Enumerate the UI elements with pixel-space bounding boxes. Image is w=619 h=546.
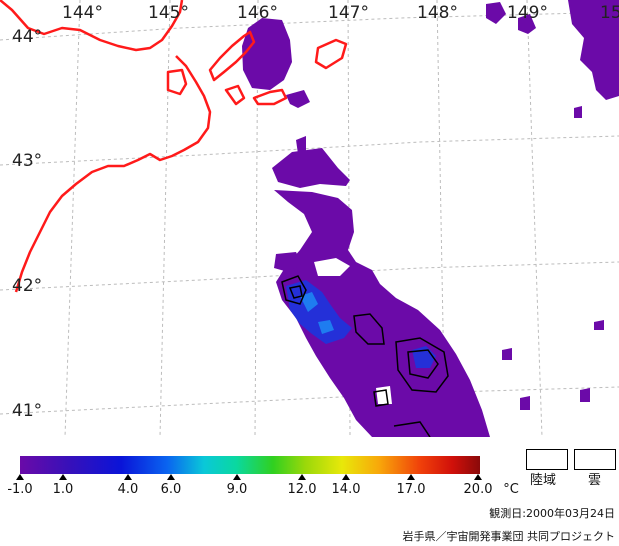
colorbar-tick-label: 6.0 — [160, 482, 182, 497]
sst-patch — [286, 90, 310, 108]
longitude-label: 146° — [237, 3, 278, 23]
colorbar-tick-label: -1.0 — [7, 482, 33, 497]
longitude-label: 144° — [62, 3, 103, 23]
sst-patch — [296, 136, 306, 154]
colorbar-gradient — [20, 456, 480, 474]
warm-patch — [300, 292, 318, 312]
colorbar-tick-label: 4.0 — [117, 482, 139, 497]
cloud-gap — [314, 258, 350, 276]
meridian-line — [526, 0, 543, 437]
cloud-legend-swatch — [574, 449, 616, 470]
isotherm — [373, 389, 389, 407]
sst-map: 144° 145° 146° 147° 148° 149° 15 44° 43°… — [0, 0, 619, 437]
meridian-line — [159, 0, 171, 437]
warm-patch — [318, 320, 334, 334]
isotherm — [395, 337, 449, 393]
colorbar-tick-label: 20.0 — [463, 482, 493, 497]
isotherm — [353, 313, 385, 345]
coastline-island — [224, 84, 246, 106]
isotherm-contours — [281, 275, 449, 437]
sst-patch — [520, 396, 530, 410]
colorbar-unit: °C — [503, 482, 519, 497]
land-legend-label: 陸域 — [530, 473, 557, 488]
colorbar-tick-label: 1.0 — [52, 482, 74, 497]
longitude-label: 147° — [328, 3, 369, 23]
credit-text: 岩手県／宇宙開発事業団 共同プロジェクト — [402, 530, 616, 543]
meridian-line — [64, 0, 81, 437]
latitude-label: 43° — [12, 151, 43, 171]
longitude-label: 148° — [417, 3, 458, 23]
coastline-hokkaido-north — [0, 0, 184, 52]
land-legend-swatch — [526, 449, 568, 470]
colorbar-tick-label: 14.0 — [331, 482, 361, 497]
cloud-legend-label: 雲 — [588, 473, 602, 488]
sst-patch — [568, 0, 619, 100]
meridian-line — [436, 0, 446, 437]
latitude-label: 41° — [12, 401, 43, 421]
isotherm — [281, 275, 307, 305]
colorbar-tick-label: 17.0 — [396, 482, 426, 497]
temperature-colorbar — [20, 456, 480, 474]
sst-patch — [502, 348, 512, 360]
sst-patch — [272, 148, 350, 188]
colorbar-tick-label: 12.0 — [287, 482, 317, 497]
coastline-island — [252, 88, 288, 106]
sst-patch — [274, 252, 302, 272]
sst-patch — [274, 190, 490, 437]
map-canvas — [0, 0, 619, 437]
observation-date: 観測日:2000年03月24日 — [489, 507, 615, 520]
isotherm — [393, 421, 431, 437]
longitude-label: 149° — [507, 3, 548, 23]
isotherm — [407, 349, 439, 379]
colorbar-tick-marks — [16, 474, 482, 480]
colorbar-tick-label: 9.0 — [226, 482, 248, 497]
coastline — [0, 0, 348, 293]
sst-patch — [574, 106, 582, 118]
longitude-label: 15 — [600, 3, 619, 23]
coastline-island — [208, 30, 256, 82]
sst-patch — [486, 2, 506, 24]
sst-patch — [242, 18, 292, 90]
isotherm — [288, 285, 303, 299]
coastline-island — [314, 38, 348, 70]
sst-patch — [580, 388, 590, 402]
latitude-label: 44° — [12, 27, 43, 47]
cloud-gap — [376, 386, 392, 404]
sst-patch — [594, 320, 604, 330]
sst-field — [242, 0, 619, 437]
sst-patch — [518, 14, 536, 34]
coastline-island — [166, 68, 188, 96]
longitude-label: 145° — [148, 3, 189, 23]
coastline-hokkaido-east — [14, 55, 212, 293]
latitude-label: 42° — [12, 276, 43, 296]
